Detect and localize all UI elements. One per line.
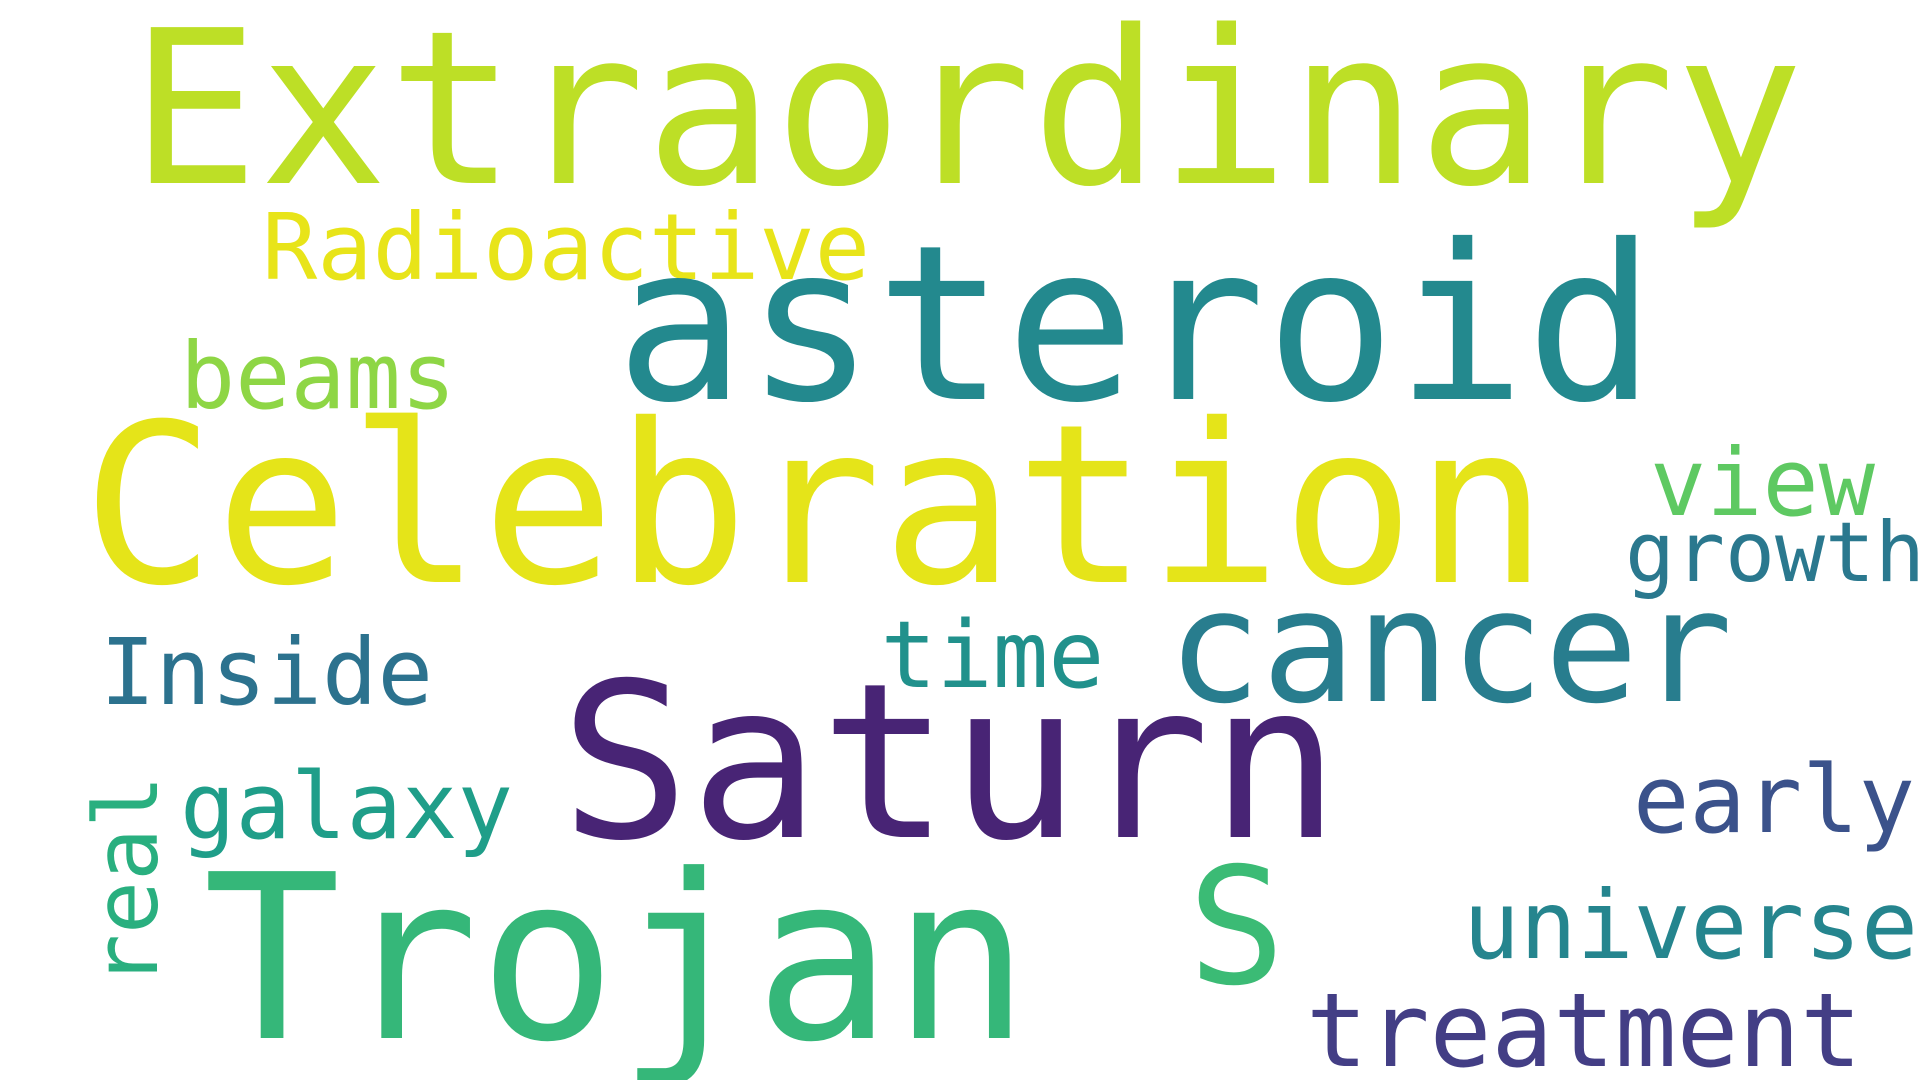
word-early: early (1633, 746, 1915, 856)
word-beams: beams (180, 322, 456, 430)
word-trojan: Trojan (203, 825, 1030, 1080)
word-time: time (880, 600, 1105, 709)
word-cancer: cancer (1167, 556, 1733, 739)
word-inside: Inside (100, 617, 433, 726)
word-real: real (75, 775, 178, 988)
word-asteroid: asteroid (615, 199, 1656, 450)
word-saturn: Saturn (559, 637, 1341, 888)
word-s: S (1187, 834, 1286, 1022)
word-celebration: Celebration (81, 376, 1549, 635)
word-growth: growth (1625, 504, 1920, 602)
word-extraordinary: Extraordinary (130, 0, 1804, 235)
word-universe: universe (1463, 870, 1918, 981)
word-view: view (1650, 428, 1875, 538)
word-treatment: treatment (1306, 972, 1862, 1080)
word-radioactive: Radioactive (262, 193, 870, 301)
word-galaxy: galaxy (180, 752, 513, 861)
